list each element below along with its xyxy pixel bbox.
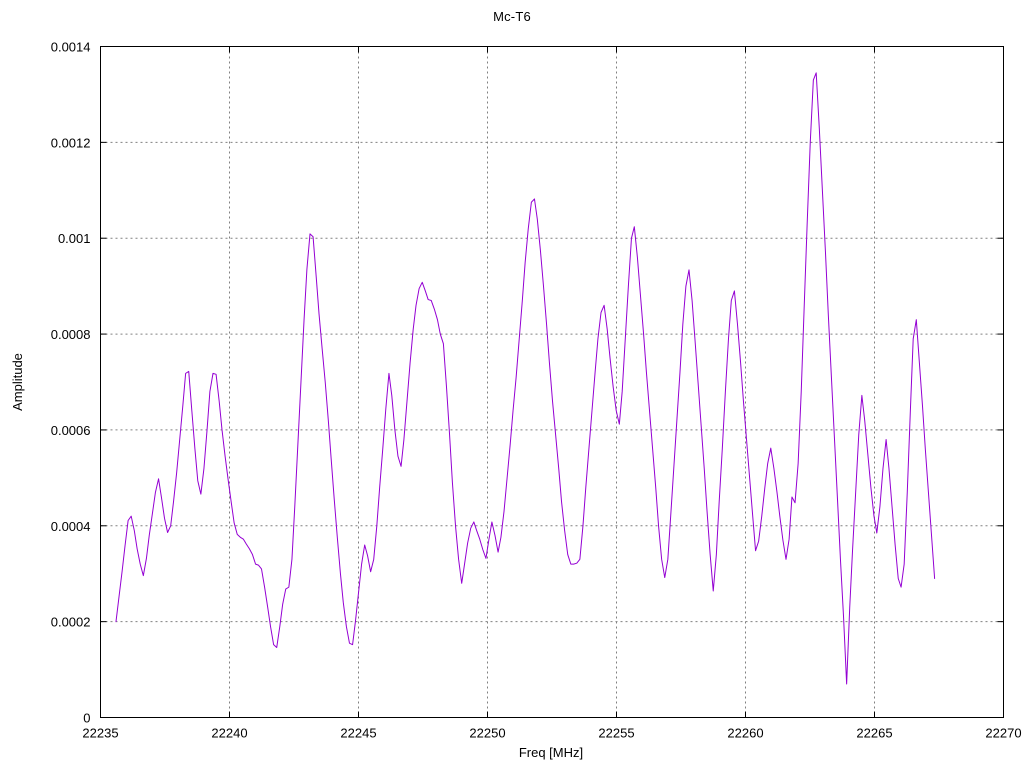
x-axis-tick-label: 22245 [340, 726, 376, 741]
y-axis-label: Amplitude [10, 353, 25, 411]
x-axis-tick-label: 22260 [727, 726, 763, 741]
x-axis-tick-label: 22255 [598, 726, 634, 741]
data-series [115, 72, 936, 685]
y-axis-tick-label: 0.0004 [51, 519, 91, 534]
y-axis-tick-label: 0.001 [58, 231, 91, 246]
x-axis-tick-label: 22265 [856, 726, 892, 741]
chart-title: Mc-T6 [493, 9, 531, 24]
x-axis-label: Freq [MHz] [519, 745, 583, 760]
y-axis-tick-label: 0.0006 [51, 423, 91, 438]
y-axis-tick-label: 0.0012 [51, 135, 91, 150]
series-line [115, 72, 936, 685]
axis-ticks [100, 46, 1004, 718]
y-axis-tick-label: 0 [83, 711, 90, 726]
y-axis-tick-label: 0.0008 [51, 327, 91, 342]
y-axis-tick-label: 0.0002 [51, 615, 91, 630]
x-axis-tick-label: 22235 [82, 726, 118, 741]
plot-border [100, 46, 1004, 718]
x-axis-tick-label: 22240 [211, 726, 247, 741]
x-axis-tick-label: 22250 [469, 726, 505, 741]
grid-lines [100, 46, 1004, 718]
x-axis-tick-label: 22270 [985, 726, 1021, 741]
y-axis-tick-label: 0.0014 [51, 40, 91, 55]
axis-tick-labels: 22235 22240 22245 22250 22255 22260 22265 22270… [51, 40, 1022, 741]
